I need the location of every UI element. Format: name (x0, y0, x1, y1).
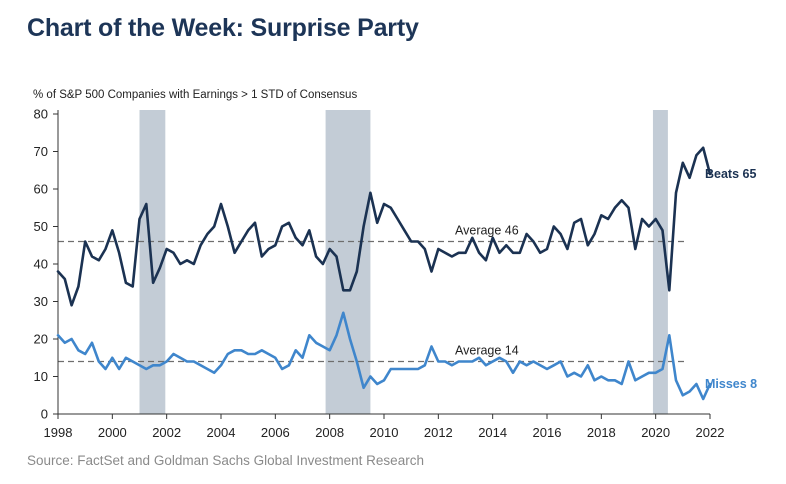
y-tick-label: 50 (34, 219, 48, 234)
average-lines: Average 46 Average 14 (58, 224, 686, 363)
y-tick-label: 0 (41, 407, 48, 422)
series-end-label-beats: Beats 65 (705, 167, 756, 181)
series-end-label-misses: Misses 8 (705, 377, 757, 391)
x-tick-label: 2002 (152, 425, 181, 440)
x-tick-label: 2010 (370, 425, 399, 440)
x-tick-label: 2022 (696, 425, 725, 440)
source-note: Source: FactSet and Goldman Sachs Global… (27, 453, 424, 468)
x-tick-label: 2018 (587, 425, 616, 440)
series-line-beats (56, 146, 712, 307)
page-title: Chart of the Week: Surprise Party (27, 14, 419, 42)
x-tick-label: 2012 (424, 425, 453, 440)
y-tick-label: 10 (34, 369, 48, 384)
y-tick-label: 80 (34, 107, 48, 122)
y-tick-label: 70 (34, 144, 48, 159)
average-label-beats: Average 46 (455, 224, 519, 238)
chart-labels: Beats 65 Misses 8 (705, 167, 757, 391)
y-tick-label: 30 (34, 294, 48, 309)
x-tick-label: 2016 (533, 425, 562, 440)
x-tick-label: 2006 (261, 425, 290, 440)
y-tick-label: 40 (34, 257, 48, 272)
x-tick-label: 1998 (44, 425, 73, 440)
series-lines (56, 146, 712, 401)
x-tick-label: 2008 (315, 425, 344, 440)
line-chart: Average 46 Average 14 0 10 20 30 40 50 60 70 80 19… (33, 89, 757, 440)
recession-band-1 (325, 110, 371, 414)
x-tick-label: 2000 (98, 425, 127, 440)
x-tick-label: 2014 (478, 425, 507, 440)
recession-band-2 (652, 110, 668, 414)
average-label-misses: Average 14 (455, 344, 519, 358)
series-line-misses (56, 311, 712, 401)
y-tick-label: 20 (34, 332, 48, 347)
x-tick-label: 2020 (641, 425, 670, 440)
y-tick-label: 60 (34, 182, 48, 197)
y-axis-label: % of S&P 500 Companies with Earnings > 1… (33, 89, 357, 101)
x-tick-label: 2004 (207, 425, 236, 440)
axes: 0 10 20 30 40 50 60 70 80 1998 2000 2002 2004 2006 200… (33, 89, 724, 440)
